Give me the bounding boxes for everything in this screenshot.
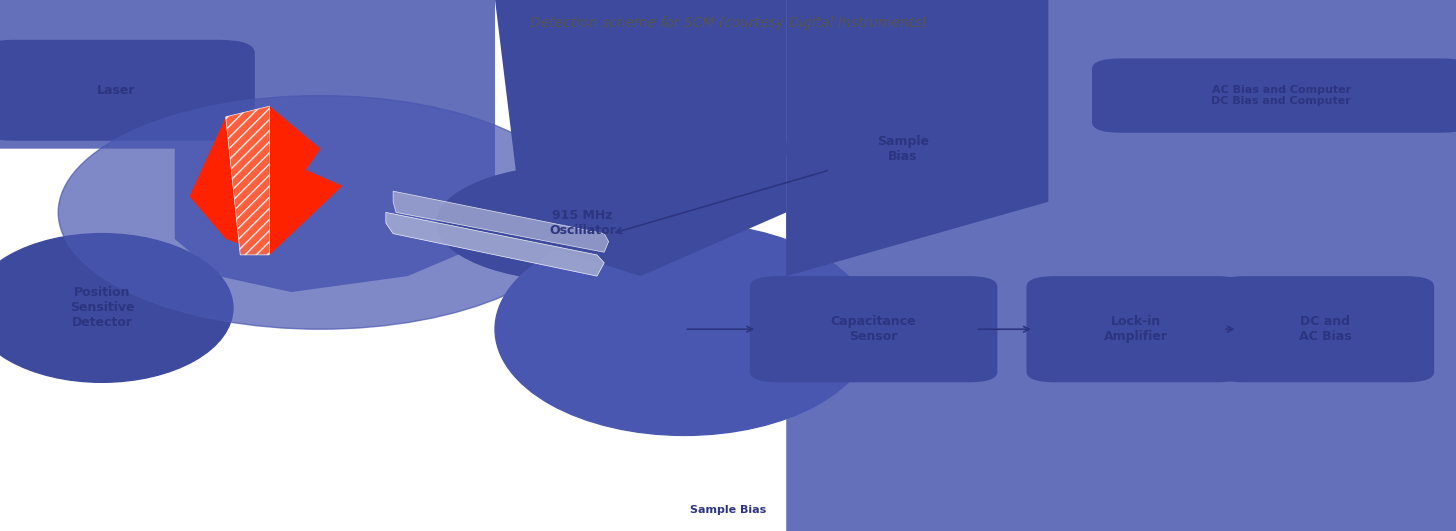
Ellipse shape bbox=[58, 96, 582, 329]
Polygon shape bbox=[393, 191, 609, 252]
Text: Sample
Bias: Sample Bias bbox=[877, 135, 929, 162]
Ellipse shape bbox=[786, 101, 1019, 196]
Polygon shape bbox=[226, 106, 269, 255]
Text: Capacitance
Sensor: Capacitance Sensor bbox=[831, 315, 916, 343]
Polygon shape bbox=[786, 0, 1048, 276]
Text: Laser: Laser bbox=[98, 84, 135, 97]
FancyBboxPatch shape bbox=[1092, 58, 1456, 133]
Ellipse shape bbox=[0, 234, 233, 382]
Text: Detection scheme for SCM (courtesy Digital Instruments): Detection scheme for SCM (courtesy Digit… bbox=[530, 16, 926, 30]
Text: DC and
AC Bias: DC and AC Bias bbox=[1299, 315, 1351, 343]
FancyBboxPatch shape bbox=[1026, 276, 1245, 382]
Ellipse shape bbox=[495, 223, 874, 435]
Text: 915 MHz
Oscillator: 915 MHz Oscillator bbox=[549, 209, 616, 237]
Text: Sample Bias: Sample Bias bbox=[690, 505, 766, 515]
Polygon shape bbox=[386, 212, 604, 276]
FancyBboxPatch shape bbox=[0, 40, 255, 141]
Text: AC Bias and Computer
DC Bias and Computer: AC Bias and Computer DC Bias and Compute… bbox=[1211, 85, 1351, 106]
Polygon shape bbox=[786, 0, 1456, 531]
Polygon shape bbox=[0, 0, 495, 292]
Text: Position
Sensitive
Detector: Position Sensitive Detector bbox=[70, 287, 134, 329]
Polygon shape bbox=[495, 0, 786, 276]
FancyBboxPatch shape bbox=[1216, 276, 1434, 382]
Text: Lock-in
Amplifier: Lock-in Amplifier bbox=[1104, 315, 1168, 343]
Polygon shape bbox=[189, 106, 342, 255]
Polygon shape bbox=[495, 0, 786, 239]
FancyBboxPatch shape bbox=[750, 276, 997, 382]
Ellipse shape bbox=[437, 165, 728, 281]
